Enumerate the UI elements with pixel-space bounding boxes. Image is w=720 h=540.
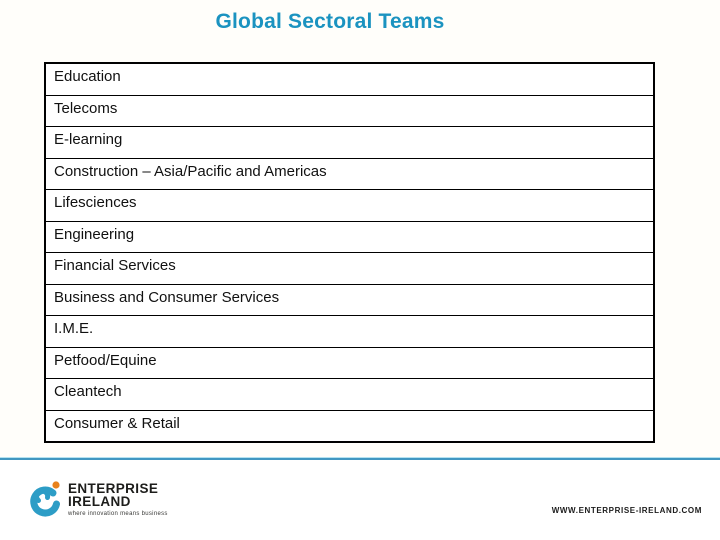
logo-tagline: where innovation means business [68, 511, 168, 517]
table-row: Financial Services [46, 253, 653, 285]
table-row-label: E-learning [54, 131, 123, 148]
table-row-label: Telecoms [54, 99, 118, 117]
sector-table: Education Telecoms E-learning Constructi… [44, 62, 655, 443]
table-row: Engineering [46, 222, 653, 253]
table-row-label: Lifesciences [54, 194, 137, 211]
logo-text: ENTERPRISE IRELAND where innovation mean… [68, 482, 168, 517]
table-row: Cleantech [46, 379, 653, 411]
table-row-label: Education [54, 68, 121, 85]
table-row: I.M.E. [46, 316, 653, 348]
footer-divider [0, 457, 720, 460]
table-row: Construction – Asia/Pacific and Americas [46, 159, 653, 190]
website-url: WWW.ENTERPRISE-IRELAND.COM [551, 506, 702, 515]
table-row-label: Engineering [54, 225, 135, 243]
page-title: Global Sectoral Teams [215, 10, 445, 33]
table-row: E-learning [46, 127, 653, 159]
table-row-label: Cleantech [54, 383, 122, 400]
table-row: Education [46, 64, 653, 96]
table-row-label: Financial Services [54, 257, 176, 274]
footer-area [0, 460, 720, 540]
table-row: Consumer & Retail [46, 411, 653, 442]
table-row-label: Construction – Asia/Pacific and Americas [54, 162, 327, 180]
table-row: Telecoms [46, 96, 653, 127]
logo-wordmark-line1: ENTERPRISE [68, 481, 159, 496]
table-row-label: I.M.E. [54, 320, 94, 337]
enterprise-ireland-logo: ENTERPRISE IRELAND where innovation mean… [26, 477, 168, 517]
table-row-label: Petfood/Equine [54, 351, 157, 369]
table-row: Petfood/Equine [46, 348, 653, 379]
logo-wordmark-line2: IRELAND [68, 494, 131, 509]
table-row: Business and Consumer Services [46, 285, 653, 316]
table-row: Lifesciences [46, 190, 653, 222]
table-row-label: Business and Consumer Services [54, 288, 280, 306]
table-row-label: Consumer & Retail [54, 414, 180, 432]
enterprise-ireland-swirl-icon [30, 481, 60, 517]
